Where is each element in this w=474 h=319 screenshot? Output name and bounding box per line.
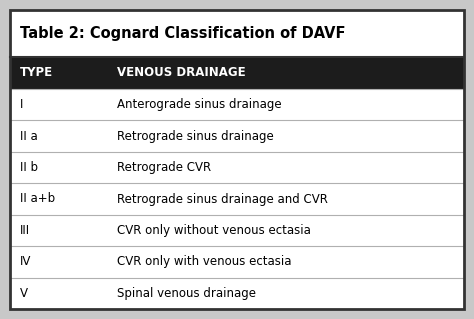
Text: V: V <box>20 287 28 300</box>
Text: II a: II a <box>20 130 38 143</box>
Text: Anterograde sinus drainage: Anterograde sinus drainage <box>117 98 281 111</box>
Bar <box>10 183 464 215</box>
Bar <box>10 215 464 246</box>
Bar <box>10 121 464 152</box>
Text: Retrograde CVR: Retrograde CVR <box>117 161 211 174</box>
Bar <box>10 278 464 309</box>
Text: Retrograde sinus drainage and CVR: Retrograde sinus drainage and CVR <box>117 192 328 205</box>
Bar <box>10 89 464 121</box>
Bar <box>10 57 464 89</box>
Bar <box>10 152 464 183</box>
Text: II b: II b <box>20 161 38 174</box>
Text: I: I <box>20 98 23 111</box>
Text: VENOUS DRAINAGE: VENOUS DRAINAGE <box>117 66 246 79</box>
Bar <box>10 246 464 278</box>
Text: TYPE: TYPE <box>20 66 53 79</box>
Text: CVR only without venous ectasia: CVR only without venous ectasia <box>117 224 310 237</box>
Text: Spinal venous drainage: Spinal venous drainage <box>117 287 255 300</box>
Text: II a+b: II a+b <box>20 192 55 205</box>
Text: Retrograde sinus drainage: Retrograde sinus drainage <box>117 130 273 143</box>
Text: Table 2: Cognard Classification of DAVF: Table 2: Cognard Classification of DAVF <box>20 26 346 41</box>
Text: III: III <box>20 224 30 237</box>
Text: IV: IV <box>20 255 31 268</box>
Text: CVR only with venous ectasia: CVR only with venous ectasia <box>117 255 291 268</box>
Bar <box>10 10 464 57</box>
